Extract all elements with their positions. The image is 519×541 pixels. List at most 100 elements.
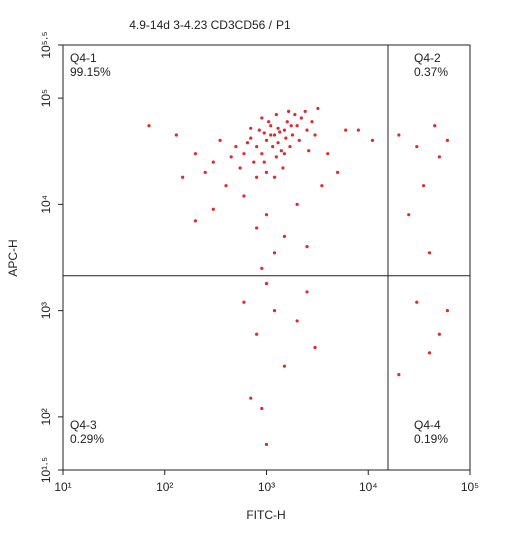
event-dot bbox=[370, 138, 375, 143]
quadrant-percent: 99.15% bbox=[70, 65, 111, 79]
event-dot bbox=[433, 124, 437, 128]
event-dot bbox=[285, 120, 289, 124]
event-dot bbox=[264, 442, 269, 447]
event-dot bbox=[310, 120, 314, 124]
event-dot bbox=[356, 128, 360, 132]
event-dot bbox=[295, 319, 299, 323]
event-dot bbox=[229, 155, 233, 159]
event-dot bbox=[255, 332, 259, 336]
event-dot bbox=[264, 281, 269, 286]
event-dot bbox=[272, 133, 277, 137]
y-tick-label: 10⁴ bbox=[39, 195, 53, 214]
event-dot bbox=[445, 309, 450, 313]
event-dot bbox=[445, 138, 450, 143]
event-dot bbox=[242, 300, 246, 304]
event-dot bbox=[397, 372, 401, 377]
event-dot bbox=[282, 234, 287, 238]
y-tick-label: 10⁵·⁵ bbox=[39, 31, 53, 58]
event-dot bbox=[260, 266, 264, 270]
event-dot bbox=[316, 106, 320, 111]
event-dot bbox=[422, 184, 426, 188]
event-dot bbox=[284, 136, 288, 140]
event-dot bbox=[271, 144, 275, 149]
plot-frame bbox=[62, 44, 471, 471]
event-dot bbox=[272, 309, 277, 313]
chart-title: 4.9-14d 3-4.23 CD3CD56 / bbox=[129, 18, 272, 32]
event-dot bbox=[299, 116, 303, 120]
event-dot bbox=[279, 149, 283, 153]
event-dot bbox=[267, 120, 271, 124]
event-dot bbox=[427, 251, 432, 255]
event-dot bbox=[262, 131, 266, 135]
event-dot bbox=[320, 184, 324, 188]
quadrant-name: Q4-1 bbox=[70, 51, 97, 65]
event-dot bbox=[203, 170, 207, 174]
event-dot bbox=[281, 166, 285, 170]
event-dot bbox=[238, 166, 242, 170]
event-dot bbox=[260, 116, 264, 120]
event-dot bbox=[437, 332, 441, 336]
event-dot bbox=[290, 133, 295, 137]
event-dot bbox=[274, 112, 278, 117]
event-dot bbox=[193, 152, 197, 156]
event-dot bbox=[344, 128, 348, 132]
quadrant-percent: 0.37% bbox=[414, 65, 448, 79]
event-dot bbox=[307, 149, 311, 153]
event-dot bbox=[415, 144, 419, 149]
event-dot bbox=[224, 184, 228, 188]
quadrant-percent: 0.29% bbox=[70, 432, 104, 446]
event-dot bbox=[295, 202, 299, 206]
event-dot bbox=[260, 152, 264, 156]
y-tick-label: 10³ bbox=[39, 302, 53, 319]
y-tick-label: 10² bbox=[39, 408, 53, 425]
quadrant-percent: 0.19% bbox=[414, 432, 448, 446]
event-dot bbox=[255, 175, 259, 179]
event-dot bbox=[295, 124, 299, 128]
y-tick-label: 10¹·⁵ bbox=[39, 457, 53, 483]
event-dot bbox=[245, 141, 250, 145]
event-dot bbox=[276, 141, 280, 145]
event-dot bbox=[437, 155, 441, 159]
event-dot bbox=[174, 133, 178, 137]
event-dot bbox=[293, 112, 297, 117]
event-dot bbox=[147, 124, 151, 128]
event-dot bbox=[272, 251, 277, 255]
x-tick-label: 10¹ bbox=[54, 480, 71, 494]
x-tick-label: 10⁵ bbox=[461, 480, 479, 494]
event-dot bbox=[415, 300, 419, 304]
event-dot bbox=[305, 290, 309, 294]
event-dot bbox=[397, 133, 401, 137]
event-dot bbox=[269, 133, 273, 137]
event-dot bbox=[278, 130, 282, 134]
event-dot bbox=[234, 144, 238, 149]
y-axis-label: APC-H bbox=[6, 239, 20, 276]
event-dot bbox=[242, 194, 246, 198]
gate-name: P1 bbox=[276, 18, 291, 32]
event-dot bbox=[264, 138, 269, 143]
event-dot bbox=[297, 138, 301, 143]
event-dot bbox=[211, 207, 215, 211]
x-tick-label: 10³ bbox=[258, 480, 275, 494]
event-dot bbox=[282, 364, 287, 368]
x-tick-label: 10² bbox=[156, 480, 173, 494]
event-dot bbox=[249, 126, 253, 130]
event-dot bbox=[274, 155, 278, 159]
event-dot bbox=[427, 351, 432, 355]
event-dot bbox=[264, 213, 269, 217]
event-dot bbox=[249, 396, 253, 400]
event-dot bbox=[407, 213, 411, 217]
event-dot bbox=[242, 152, 246, 156]
event-dot bbox=[269, 124, 273, 128]
event-dot bbox=[287, 109, 291, 113]
event-dot bbox=[313, 133, 317, 137]
quadrant-name: Q4-4 bbox=[414, 418, 441, 432]
quadrant-name: Q4-2 bbox=[414, 51, 441, 65]
event-dot bbox=[255, 226, 259, 230]
event-dot bbox=[305, 245, 309, 249]
quadrant-name: Q4-3 bbox=[70, 418, 97, 432]
event-dot bbox=[252, 160, 256, 164]
event-dot bbox=[289, 124, 293, 128]
event-dot bbox=[305, 128, 309, 132]
event-dot bbox=[249, 136, 253, 140]
event-dot bbox=[288, 144, 292, 149]
